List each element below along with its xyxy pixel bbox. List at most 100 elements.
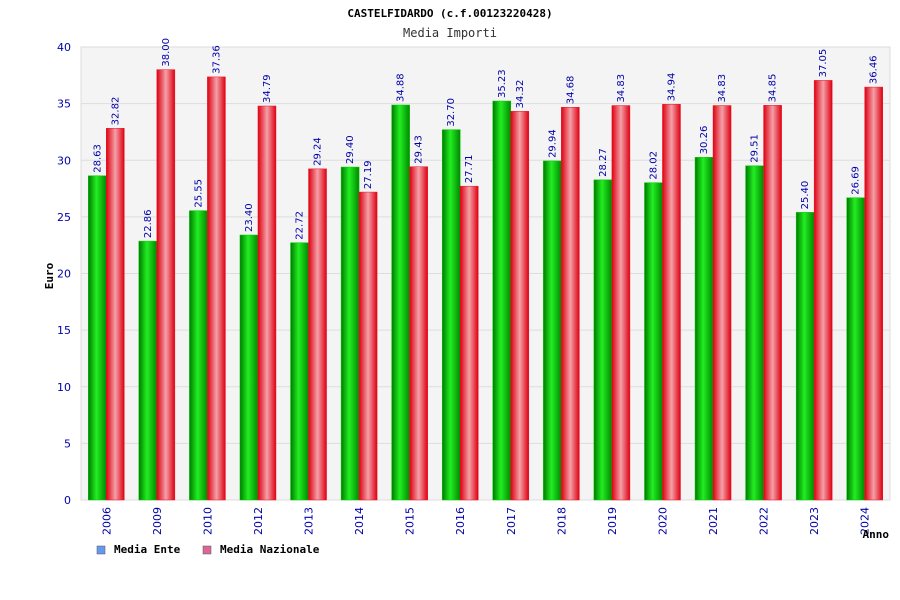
bar-media-ente-2023 [795,212,815,501]
value-label: 25.55 [193,179,204,208]
chart-subtitle: Media Importi [403,26,497,40]
value-label: 22.86 [143,209,154,238]
value-label: 34.94 [666,73,677,102]
bar-media-nazionale-2010 [207,76,226,501]
value-label: 34.32 [515,80,526,109]
value-label: 32.82 [110,97,121,126]
value-label: 36.46 [869,55,880,84]
bar-media-ente-2006 [88,175,107,501]
bar-media-ente-2021 [694,157,714,501]
value-label: 32.70 [446,98,457,127]
bar-media-ente-2018 [543,160,562,501]
bar-media-ente-2019 [593,179,613,501]
value-label: 29.43 [414,135,425,164]
bar-media-nazionale-2023 [813,80,833,501]
y-tick-label: 35 [57,98,71,111]
value-label: 35.23 [497,69,508,98]
x-tick-label: 2020 [656,507,669,535]
bar-media-nazionale-2022 [763,105,782,501]
x-tick-label: 2021 [707,507,720,535]
legend: Media Ente Media Nazionale [96,543,320,556]
x-axis-ticks: 2006 2009 2010 2012 2013 2014 2015 2016 2017 2018… [100,507,871,535]
bar-media-nazionale-2021 [712,105,732,501]
bar-media-ente-2014 [340,166,360,501]
bar-media-ente-2009 [138,240,158,501]
bar-media-nazionale-2024 [864,86,883,501]
bar-media-ente-2010 [189,210,208,501]
bar-media-ente-2020 [644,182,663,501]
y-tick-label: 10 [57,381,71,394]
value-label: 29.94 [547,129,558,158]
bar-media-nazionale-2014 [358,191,378,501]
x-tick-label: 2013 [303,507,316,535]
value-labels: 28.63 32.82 22.86 38.00 25.55 37.36 23.40 34.79… [92,38,879,240]
y-tick-label: 15 [57,324,71,337]
value-label: 22.72 [295,211,306,240]
value-label: 34.83 [616,74,627,103]
value-label: 29.24 [313,137,324,166]
bar-media-nazionale-2009 [156,69,176,501]
value-label: 37.36 [211,45,222,74]
bar-media-nazionale-2012 [257,105,277,501]
value-label: 37.05 [818,49,829,78]
value-label: 27.19 [363,160,374,189]
y-tick-label: 0 [64,494,71,507]
y-axis-label: Euro [43,262,56,289]
bars [88,69,883,501]
y-tick-label: 40 [57,41,71,54]
x-axis-label: Anno [863,528,890,541]
y-tick-label: 25 [57,211,71,224]
x-tick-label: 2010 [201,507,214,535]
bar-media-ente-2024 [846,197,865,501]
legend-label-media-ente: Media Ente [114,543,181,556]
bar-media-nazionale-2015 [409,166,428,501]
value-label: 23.40 [244,203,255,232]
value-label: 38.00 [161,38,172,67]
chart-title: CASTELFIDARDO (c.f.00123220428) [347,7,552,20]
y-tick-label: 20 [57,268,71,281]
legend-swatch-media-nazionale [202,545,212,555]
value-label: 30.26 [699,126,710,155]
bar-media-ente-2017 [492,100,512,501]
value-label: 34.79 [262,74,273,103]
bar-media-nazionale-2006 [106,128,125,501]
x-tick-label: 2015 [404,507,417,535]
legend-label-media-nazionale: Media Nazionale [220,543,320,556]
value-label: 28.63 [92,144,103,173]
value-label: 29.51 [750,134,761,163]
value-label: 34.85 [768,74,779,103]
bar-media-nazionale-2019 [611,105,631,501]
value-label: 28.27 [598,148,609,177]
y-tick-label: 30 [57,154,71,167]
legend-swatch-media-ente [96,545,106,555]
value-label: 28.02 [648,151,659,180]
x-tick-label: 2012 [252,507,265,535]
bar-media-ente-2016 [441,129,461,501]
x-tick-label: 2006 [100,507,113,535]
value-label: 26.69 [851,166,862,195]
bar-media-ente-2015 [391,104,410,501]
x-tick-label: 2024 [859,507,872,535]
value-label: 29.40 [345,135,356,164]
bar-media-nazionale-2020 [662,104,681,501]
x-tick-label: 2016 [454,507,467,535]
value-label: 34.88 [396,73,407,102]
bar-media-nazionale-2013 [308,168,327,501]
value-label: 25.40 [800,181,811,210]
y-tick-label: 5 [64,437,71,450]
y-axis-ticks: 0 5 10 15 20 25 30 35 40 [57,41,71,507]
bar-media-nazionale-2018 [561,106,580,501]
x-tick-label: 2009 [151,507,164,535]
x-tick-label: 2018 [555,507,568,535]
bar-media-nazionale-2016 [459,185,479,501]
value-label: 34.83 [717,74,728,103]
value-label: 34.68 [565,76,576,105]
bar-media-nazionale-2017 [510,111,530,501]
x-tick-label: 2022 [758,507,771,535]
bar-media-ente-2013 [290,242,309,501]
x-tick-label: 2023 [808,507,821,535]
bar-media-ente-2012 [239,234,259,501]
x-tick-label: 2019 [606,507,619,535]
value-label: 27.71 [464,155,475,184]
